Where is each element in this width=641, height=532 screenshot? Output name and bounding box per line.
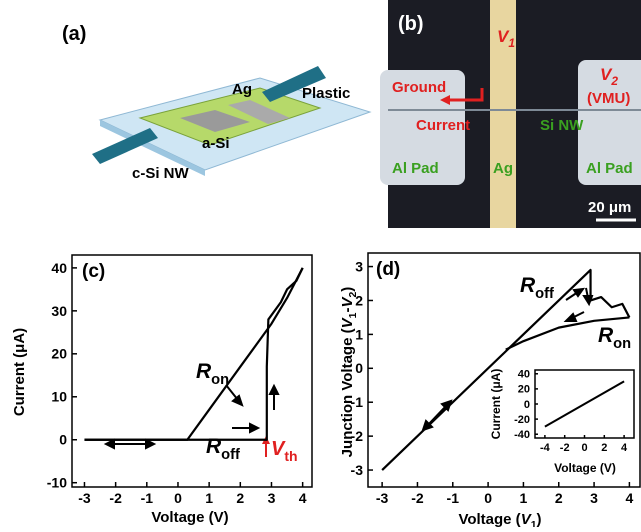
x-tick-label: 1 — [205, 490, 213, 506]
scale-label: 20 μm — [588, 199, 631, 216]
y-tick-label: -2 — [351, 428, 364, 444]
y-tick-label: 0 — [355, 360, 363, 376]
data-line — [84, 268, 302, 440]
label-part: Voltage ( — [458, 511, 520, 527]
panel-label: (b) — [398, 13, 424, 35]
y-tick-label: 3 — [355, 258, 363, 274]
data-line — [84, 268, 302, 440]
x-tick-label: 0 — [581, 442, 587, 454]
v2-sub: 2 — [610, 74, 618, 88]
x-axis-label: Voltage (V) — [151, 509, 228, 526]
x-tick-label: -2 — [560, 442, 570, 454]
y-tick-label: -40 — [514, 429, 530, 441]
x-tick-label: -3 — [376, 490, 389, 506]
ag-label: Ag — [493, 160, 513, 177]
y-tick-label: 20 — [518, 384, 530, 396]
panel-label: (a) — [62, 23, 86, 45]
panel-a: (a) Plastic Ag a-Si c-Si NW — [62, 23, 370, 182]
y-tick-label: 20 — [51, 346, 67, 362]
alpad-label: Al Pad — [586, 160, 633, 177]
direction-arrows — [106, 385, 278, 448]
x-tick-label: 2 — [555, 490, 563, 506]
x-tick-label: 3 — [268, 490, 276, 506]
y-axis-label: Current (μA) — [11, 328, 28, 416]
x-tick-label: -1 — [447, 490, 460, 506]
panel-label: (c) — [82, 261, 105, 282]
sinw-label: Si NW — [540, 117, 584, 134]
plastic-label: Plastic — [302, 85, 350, 102]
x-tick-label: -2 — [109, 490, 122, 506]
x-tick-label: -3 — [78, 490, 91, 506]
annotation: Ron — [598, 324, 631, 352]
panel-b: (b) V1 Ground Current V2 (VMU) Si NW Al … — [380, 0, 641, 228]
y-tick-label: 0 — [59, 432, 67, 448]
annotation: Ron — [196, 360, 229, 388]
panel-label: (d) — [376, 259, 400, 280]
y-tick-label: 1 — [355, 326, 363, 342]
figure: (a) Plastic Ag a-Si c-Si NW (b) V1 Groun… — [0, 0, 641, 527]
y-tick-label: 0 — [524, 399, 530, 411]
v1-sub: 1 — [508, 36, 515, 50]
x-tick-label: 3 — [590, 490, 598, 506]
alpad-label: Al Pad — [392, 160, 439, 177]
y-tick-label: 40 — [51, 260, 67, 276]
x-tick-label: 0 — [484, 490, 492, 506]
label-part: ) — [339, 287, 356, 292]
y-tick-label: 40 — [518, 369, 530, 381]
y-tick-label: -20 — [514, 414, 530, 426]
x-tick-label: 1 — [520, 490, 528, 506]
x-tick-label: 4 — [621, 442, 628, 454]
x-axis-label: Voltage (V) — [554, 461, 616, 475]
y-tick-label: 2 — [355, 292, 363, 308]
x-tick-label: 2 — [601, 442, 607, 454]
x-tick-label: 4 — [626, 490, 634, 506]
ann-text: R — [520, 274, 536, 297]
x-tick-label: 0 — [174, 490, 182, 506]
csi-label: c-Si NW — [132, 165, 190, 182]
x-axis-label: Voltage (V1) — [458, 511, 541, 527]
y-tick-label: -10 — [47, 475, 67, 491]
current-label: Current — [416, 117, 470, 134]
y-tick-label: 10 — [51, 389, 67, 405]
ann-text: R — [598, 324, 614, 347]
asi-label: a-Si — [202, 135, 230, 152]
vmu-label: (VMU) — [587, 90, 630, 107]
ground-label: Ground — [392, 79, 446, 96]
ann-text: R — [196, 360, 212, 383]
y-tick-label: -3 — [351, 462, 364, 478]
y-tick-label: -1 — [351, 394, 364, 410]
x-tick-label: 4 — [299, 490, 307, 506]
ann-sub: th — [284, 448, 297, 464]
label-part: ) — [537, 511, 542, 527]
ann-sub: on — [613, 336, 631, 352]
x-tick-label: -4 — [540, 442, 551, 454]
x-tick-label: -2 — [411, 490, 424, 506]
ann-sub: off — [535, 286, 554, 302]
annotation: Vth — [271, 438, 298, 464]
x-tick-label: 2 — [236, 490, 244, 506]
ag-label: Ag — [232, 81, 252, 98]
annotation: Roff — [520, 274, 554, 302]
y-tick-label: 30 — [51, 303, 67, 319]
y-axis-label: Current (μA) — [489, 369, 503, 440]
ann-text: R — [206, 435, 222, 458]
ann-sub: off — [221, 447, 240, 463]
x-tick-label: -1 — [141, 490, 154, 506]
